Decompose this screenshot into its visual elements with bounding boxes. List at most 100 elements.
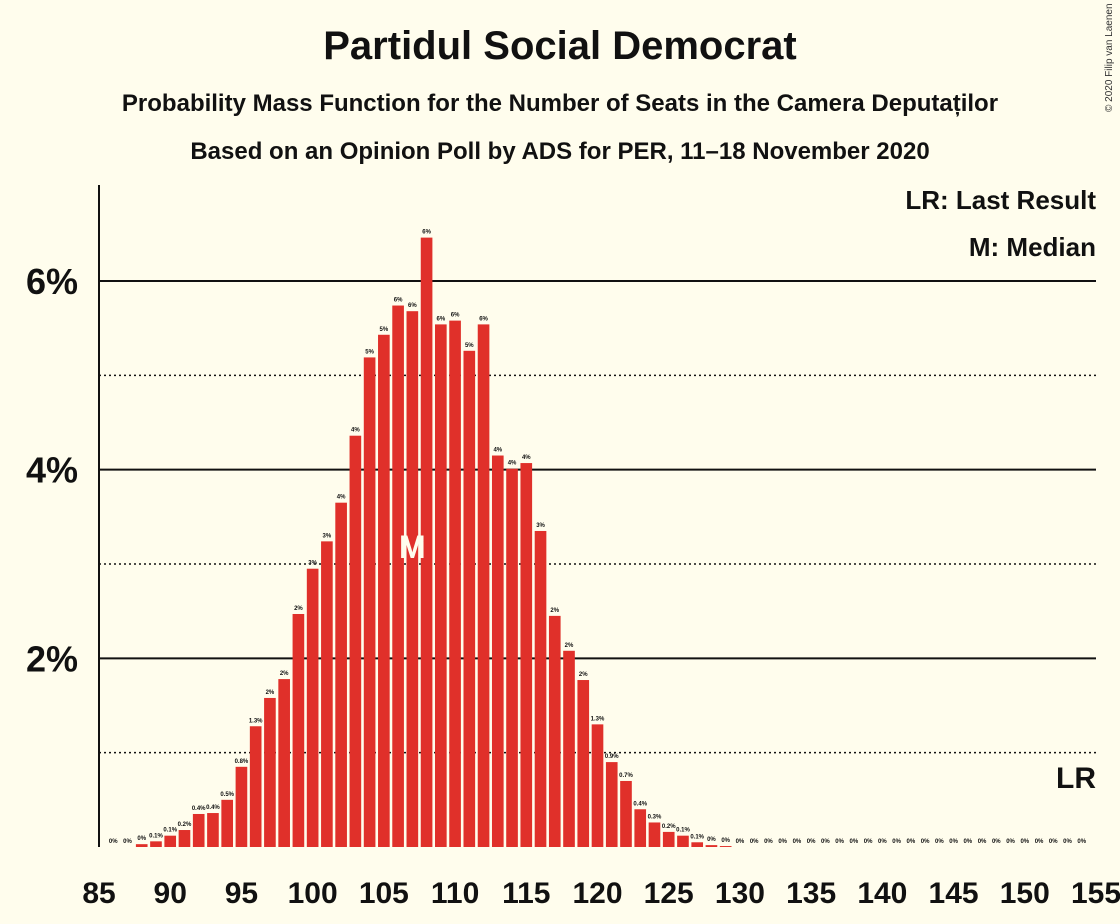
bar-value-label: 0% xyxy=(123,839,132,845)
bar-value-label: 0% xyxy=(921,839,930,845)
bar-value-label: 2% xyxy=(294,606,303,612)
bar-value-label: 1.3% xyxy=(591,716,605,722)
bar-seat-89 xyxy=(150,841,162,847)
x-tick-label: 130 xyxy=(715,877,765,910)
bar-seat-106 xyxy=(392,305,404,847)
bar-value-label: 0% xyxy=(978,839,987,845)
bar-value-label: 0% xyxy=(1006,839,1015,845)
bar-value-label: 0.5% xyxy=(220,792,234,798)
bar-seat-98 xyxy=(278,679,290,847)
bar-seat-117 xyxy=(548,615,561,847)
bar-value-label: 0.4% xyxy=(192,806,206,812)
bar-value-label: 2% xyxy=(565,643,574,649)
x-tick-label: 110 xyxy=(431,877,479,910)
bar-value-label: 0.1% xyxy=(690,834,704,840)
bar-value-label: 3% xyxy=(536,523,545,529)
y-tick-label: 6% xyxy=(26,261,78,302)
bar-seat-124 xyxy=(648,822,661,847)
x-tick-label: 105 xyxy=(359,877,409,910)
bar-value-label: 0.7% xyxy=(619,773,633,779)
bar-value-label: 0% xyxy=(963,839,972,845)
chart-title: Partidul Social Democrat xyxy=(323,24,797,68)
bar-seat-107 xyxy=(406,311,419,848)
bar-value-label: 0.1% xyxy=(149,833,163,839)
bar-seat-88 xyxy=(135,844,148,847)
bar-seat-113 xyxy=(491,455,504,847)
bar-value-label: 0% xyxy=(1035,839,1044,845)
bar-seat-118 xyxy=(563,650,575,847)
bar-value-label: 0% xyxy=(793,839,802,845)
bar-value-label: 0.8% xyxy=(235,759,249,765)
bar-value-label: 5% xyxy=(380,327,389,333)
y-tick-label: 2% xyxy=(26,638,78,679)
bar-value-label: 0% xyxy=(137,836,146,842)
bar-seat-129 xyxy=(719,846,732,847)
bar-value-label: 0% xyxy=(949,839,958,845)
bar-value-label: 0% xyxy=(992,839,1001,845)
x-tick-label: 90 xyxy=(154,877,187,910)
bar-value-label: 0% xyxy=(807,839,816,845)
bar-value-label: 4% xyxy=(351,428,360,434)
bar-seat-105 xyxy=(378,334,390,847)
bar-seat-92 xyxy=(192,813,205,847)
x-tick-label: 125 xyxy=(644,877,694,910)
bar-value-label: 6% xyxy=(408,303,417,309)
x-tick-label: 120 xyxy=(572,877,622,910)
chart-subtitle: Probability Mass Function for the Number… xyxy=(121,90,999,117)
bar-value-label: 6% xyxy=(394,298,403,304)
x-tick-label: 115 xyxy=(502,877,550,910)
bar-seat-97 xyxy=(264,697,276,847)
bar-seat-116 xyxy=(534,530,547,847)
bar-seat-101 xyxy=(321,541,333,847)
bar-value-label: 2% xyxy=(266,690,275,696)
bar-seat-96 xyxy=(249,726,262,847)
bar-value-label: 0% xyxy=(1020,839,1029,845)
bar-seat-128 xyxy=(705,845,718,847)
chart-source: Based on an Opinion Poll by ADS for PER,… xyxy=(190,138,930,165)
bar-value-label: 0% xyxy=(1077,839,1086,845)
bar-value-label: 4% xyxy=(522,455,531,461)
bar-seat-94 xyxy=(221,799,234,847)
bar-value-label: 0% xyxy=(864,839,873,845)
bar-value-label: 0% xyxy=(878,839,887,845)
bar-value-label: 0% xyxy=(721,838,730,844)
bar-seat-121 xyxy=(605,762,618,847)
bar-value-label: 0.2% xyxy=(178,822,192,828)
bar-value-label: 2% xyxy=(579,672,588,678)
bar-value-label: 0% xyxy=(109,839,118,845)
bar-value-label: 4% xyxy=(337,495,346,501)
last-result-marker: LR xyxy=(1056,762,1096,795)
bar-value-label: 1.3% xyxy=(249,718,263,724)
bar-seat-103 xyxy=(349,435,362,847)
bar-value-label: 4% xyxy=(493,448,502,454)
bar-value-label: 4% xyxy=(508,461,517,467)
legend-entry: M: Median xyxy=(969,232,1096,262)
bar-seat-120 xyxy=(591,724,604,847)
y-tick-label: 4% xyxy=(26,450,78,491)
bar-value-label: 0% xyxy=(764,839,773,845)
bar-value-label: 0% xyxy=(707,837,716,843)
x-tick-label: 95 xyxy=(225,877,258,910)
bar-value-label: 5% xyxy=(465,343,474,349)
bar-value-label: 3% xyxy=(323,533,332,539)
bar-seat-102 xyxy=(335,502,347,847)
bar-value-label: 0% xyxy=(935,839,944,845)
bar-value-label: 0.1% xyxy=(163,828,177,834)
legend-entry: LR: Last Result xyxy=(905,185,1096,215)
median-marker: M xyxy=(399,529,426,565)
bar-value-label: 6% xyxy=(422,230,431,236)
bar-value-label: 0% xyxy=(892,839,901,845)
bar-seat-108 xyxy=(420,237,433,847)
bar-seat-109 xyxy=(435,324,447,848)
bar-value-label: 5% xyxy=(365,349,374,355)
bar-value-label: 0.2% xyxy=(662,824,676,830)
x-tick-label: 150 xyxy=(1000,877,1050,910)
bar-seat-126 xyxy=(677,835,689,847)
bar-seat-95 xyxy=(235,766,248,847)
bar-seat-122 xyxy=(620,780,632,847)
x-tick-label: 85 xyxy=(82,877,115,910)
bar-seat-99 xyxy=(292,613,305,847)
bar-value-label: 2% xyxy=(280,671,289,677)
bar-value-label: 0% xyxy=(907,839,916,845)
